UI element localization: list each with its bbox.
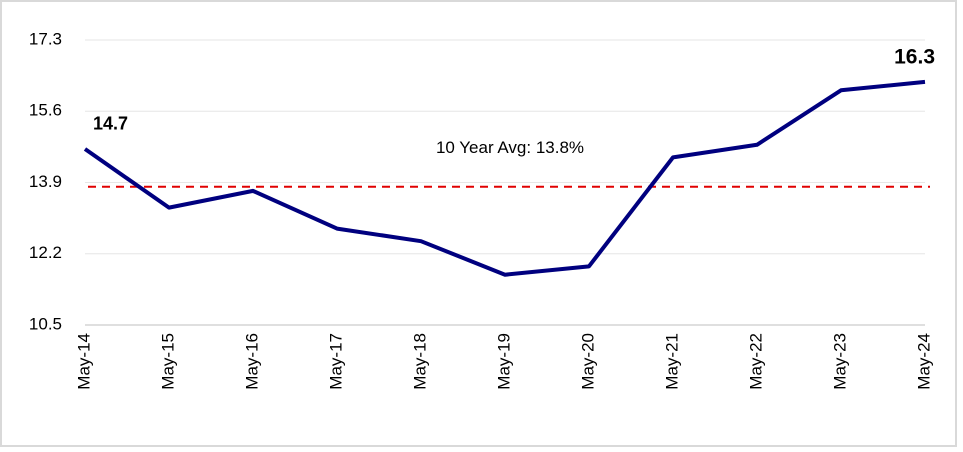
x-tick-label: May-19: [494, 333, 513, 390]
data-label: 16.3: [894, 45, 935, 68]
x-tick-label: May-18: [410, 333, 429, 390]
x-tick-label: May-23: [830, 333, 849, 390]
line: [83, 79, 926, 277]
y-tick-label: 13.9: [29, 172, 62, 191]
average-label: 10 Year Avg: 13.8%: [436, 138, 584, 157]
x-tick-label: May-20: [578, 333, 597, 390]
x-tick-label: May-21: [662, 333, 681, 390]
y-tick-label: 15.6: [29, 101, 62, 120]
y-tick-label: 12.2: [29, 243, 62, 262]
x-tick-label: May-16: [242, 333, 261, 390]
x-tick-label: May-17: [326, 333, 345, 390]
y-tick-label: 10.5: [29, 314, 62, 333]
x-tick-label: May-24: [914, 333, 933, 390]
y-tick-label: 17.3: [29, 29, 62, 48]
x-tick-label: May-15: [158, 333, 177, 390]
data-label: 14.7: [93, 114, 128, 134]
x-tick-label: May-14: [74, 333, 93, 390]
x-tick-label: May-22: [746, 333, 765, 390]
